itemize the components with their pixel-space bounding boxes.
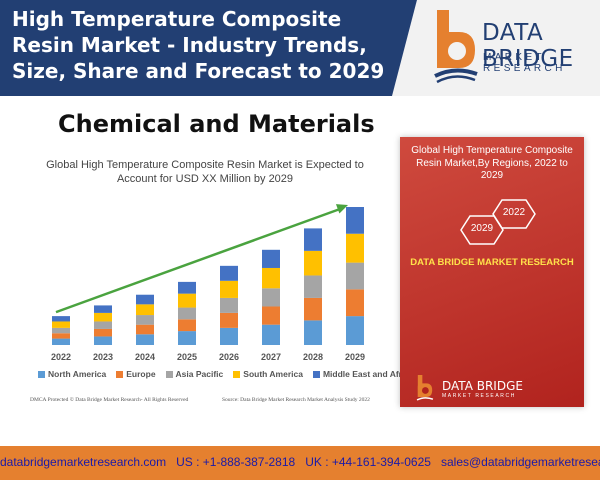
hex-year-end: 2029 <box>470 223 494 234</box>
bar-segment <box>52 327 70 334</box>
bar-segment <box>52 333 70 339</box>
legend-item-europe: Europe <box>116 369 156 379</box>
bar-segment <box>220 280 238 298</box>
brand-name: DATA BRIDGE <box>482 20 574 72</box>
x-tick-label: 2025 <box>177 352 197 362</box>
legend-label: Asia Pacific <box>175 369 224 379</box>
email-link[interactable]: sales@databridgemarketresearch.com <box>440 455 600 469</box>
bar-segment <box>52 338 70 345</box>
legend-label: South America <box>243 369 303 379</box>
legend-swatch-icon <box>312 370 320 378</box>
legend-label: Europe <box>126 369 156 379</box>
legend-item-north-america: North America <box>38 369 106 379</box>
panel-brand-subtitle: MARKET RESEARCH <box>442 393 516 399</box>
bar-segment <box>178 307 196 320</box>
bar-segment <box>220 327 238 345</box>
bar-segment <box>136 324 154 335</box>
hexagon-icon <box>460 215 504 245</box>
trend-arrowhead-icon <box>335 204 348 214</box>
bar-segment <box>220 312 238 328</box>
x-tick-label: 2029 <box>345 352 365 362</box>
bar-segment <box>346 289 364 317</box>
legend-swatch-icon <box>38 370 45 378</box>
bar-segment <box>304 275 322 298</box>
bar-segment <box>346 233 364 263</box>
bar-segment <box>178 319 196 332</box>
bar-segment <box>94 305 112 313</box>
x-tick-label: 2026 <box>219 352 239 362</box>
source-note: Source: Data Bridge Market Research Mark… <box>222 397 370 403</box>
regions-panel-subtitle: DATA BRIDGE MARKET RESEARCH <box>410 257 574 268</box>
legend-swatch-icon <box>116 370 124 378</box>
regions-panel-title: Global High Temperature Composite Resin … <box>411 145 573 181</box>
uk-phone: UK : +44-161-394-0625 <box>305 455 431 469</box>
bar-segment <box>346 207 364 234</box>
x-tick-label: 2024 <box>135 352 155 362</box>
hex-year-start: 2022 <box>502 207 526 218</box>
bar-segment <box>262 288 280 307</box>
x-tick-label: 2028 <box>303 352 323 362</box>
bar-segment <box>178 281 196 294</box>
panel-brand-name: DATA BRIDGE <box>442 379 523 393</box>
bar-segment <box>220 265 238 281</box>
chart-legend: North America Europe Asia Pacific South … <box>38 369 414 379</box>
bar-segment <box>346 316 364 345</box>
bar-segment <box>304 228 322 251</box>
legend-item-asia-pacific: Asia Pacific <box>165 369 224 379</box>
legend-swatch-icon <box>233 370 241 378</box>
bar-segment <box>94 321 112 329</box>
brand-logo-icon <box>416 375 434 401</box>
x-tick-label: 2023 <box>93 352 113 362</box>
legend-item-south-america: South America <box>233 369 303 379</box>
bar-segment <box>346 262 364 290</box>
bar-segment <box>136 315 154 325</box>
trend-arrow-line <box>55 207 341 314</box>
legend-swatch-icon <box>165 370 173 378</box>
us-phone: US : +1-888-387-2818 <box>176 455 296 469</box>
bar-segment <box>304 297 322 321</box>
bar-segment <box>262 267 280 289</box>
contact-line: databridgemarketresearch.com US : +1-888… <box>0 455 600 469</box>
bar-segment <box>304 250 322 276</box>
bar-segment <box>94 328 112 337</box>
chart-title: Global High Temperature Composite Resin … <box>46 159 364 185</box>
bar-segment <box>136 304 154 316</box>
stacked-bar-chart: 2022 2023 2024 2025 2026 2027 2028 2029 <box>51 204 365 362</box>
legend-label: North America <box>48 369 107 379</box>
bar-segment <box>178 293 196 308</box>
footer-bar: databridgemarketresearch.com US : +1-888… <box>0 446 600 480</box>
copyright-note: DMCA Protected © Data Bridge Market Rese… <box>30 397 189 403</box>
hexagon-icon <box>492 199 536 229</box>
bar-segment <box>136 334 154 345</box>
bar-segment <box>52 321 70 328</box>
bar-segment <box>304 320 322 345</box>
x-tick-label: 2022 <box>51 352 71 362</box>
bar-segment <box>262 324 280 345</box>
bar-segment <box>94 336 112 345</box>
bar-segment <box>94 312 112 322</box>
bar-segment <box>262 306 280 325</box>
regions-panel: Global High Temperature Composite Resin … <box>400 137 584 407</box>
category-heading: Chemical and Materials <box>58 110 375 138</box>
website-link[interactable]: databridgemarketresearch.com <box>0 455 167 469</box>
bar-segment <box>178 331 196 345</box>
legend-item-middle-east-africa: Middle East and Africa <box>312 369 414 379</box>
legend-label: Middle East and Africa <box>322 369 414 379</box>
brand-logo-icon <box>434 10 478 84</box>
bar-segment <box>52 316 70 322</box>
bar-segment <box>262 249 280 268</box>
bar-segment <box>136 294 154 305</box>
page-title: High Temperature Composite Resin Market … <box>12 7 385 83</box>
logo-panel <box>392 0 600 96</box>
x-tick-label: 2027 <box>261 352 281 362</box>
bar-segment <box>220 297 238 313</box>
panel-brand-logo: DATA BRIDGE MARKET RESEARCH <box>410 375 582 403</box>
brand-subtitle: MARKET RESEARCH <box>483 52 566 74</box>
